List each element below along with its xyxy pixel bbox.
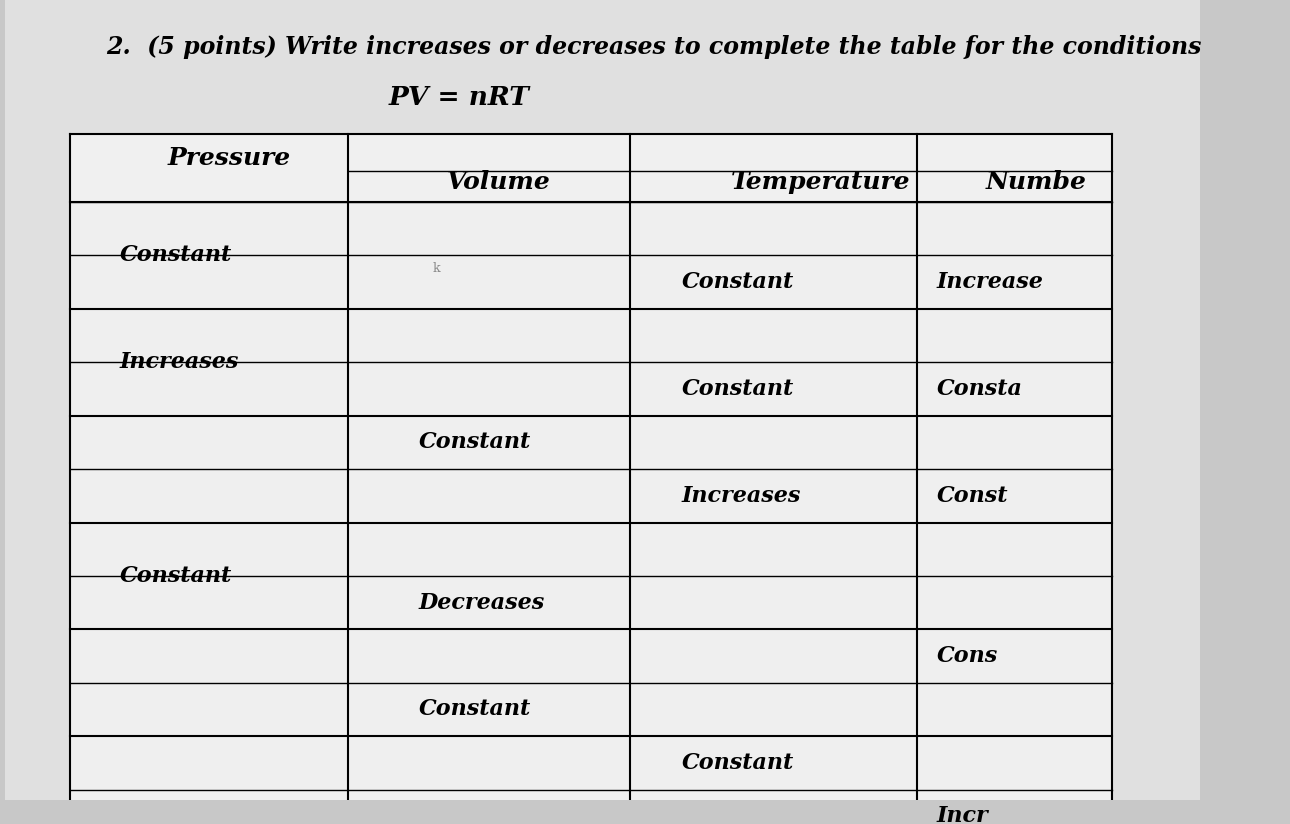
Bar <box>70 363 348 415</box>
Bar <box>348 522 630 576</box>
Bar <box>70 683 348 736</box>
Bar <box>630 630 917 683</box>
Text: Const: Const <box>937 485 1007 507</box>
Bar <box>70 630 348 683</box>
Text: Consta: Consta <box>937 378 1023 400</box>
Bar <box>70 255 348 309</box>
Text: Volume: Volume <box>446 170 551 194</box>
Bar <box>70 522 348 576</box>
Bar <box>348 202 630 255</box>
Text: PV = nRT: PV = nRT <box>388 85 529 110</box>
Bar <box>630 683 917 736</box>
Bar <box>917 576 1112 630</box>
Bar <box>630 576 917 630</box>
Bar <box>348 255 630 309</box>
Text: Increase: Increase <box>937 271 1044 293</box>
Text: Increases: Increases <box>120 351 240 373</box>
Text: Temperature: Temperature <box>730 170 911 194</box>
Bar <box>70 202 348 255</box>
Bar <box>917 469 1112 522</box>
Text: 2.  (5 points) Write increases or decreases to complete the table for the condit: 2. (5 points) Write increases or decreas… <box>106 35 1201 59</box>
Bar <box>70 576 348 630</box>
Bar <box>630 363 917 415</box>
Bar <box>348 576 630 630</box>
Bar <box>917 789 1112 824</box>
Bar <box>630 415 917 469</box>
Text: Constant: Constant <box>682 378 795 400</box>
Text: Cons: Cons <box>937 645 998 667</box>
Bar <box>917 202 1112 255</box>
Bar <box>70 469 348 522</box>
Text: Pressure: Pressure <box>168 146 290 170</box>
Bar <box>917 309 1112 363</box>
Bar <box>348 469 630 522</box>
Bar <box>917 683 1112 736</box>
Bar <box>348 736 630 789</box>
Text: Numbe: Numbe <box>986 170 1086 194</box>
Bar <box>348 309 630 363</box>
Bar <box>630 309 917 363</box>
Text: Constant: Constant <box>682 752 795 774</box>
Bar <box>70 415 348 469</box>
Bar <box>348 789 630 824</box>
Bar <box>70 736 348 789</box>
Bar <box>630 469 917 522</box>
Text: Constant: Constant <box>682 271 795 293</box>
Bar <box>70 134 1112 824</box>
Bar <box>917 255 1112 309</box>
Text: Constant: Constant <box>418 432 530 453</box>
Bar <box>917 415 1112 469</box>
Text: Increases: Increases <box>682 485 801 507</box>
Bar <box>70 789 348 824</box>
Bar <box>630 789 917 824</box>
Bar <box>630 202 917 255</box>
Text: Constant: Constant <box>120 565 232 587</box>
Text: k: k <box>432 262 440 275</box>
Bar <box>348 415 630 469</box>
Bar <box>630 736 917 789</box>
Bar <box>70 309 348 363</box>
Text: Constant: Constant <box>418 699 530 720</box>
Bar <box>630 255 917 309</box>
Bar <box>917 363 1112 415</box>
Text: Decreases: Decreases <box>418 592 544 614</box>
Bar <box>630 522 917 576</box>
Bar <box>917 522 1112 576</box>
Bar <box>348 630 630 683</box>
Bar <box>348 363 630 415</box>
Bar <box>917 736 1112 789</box>
Text: Constant: Constant <box>120 245 232 266</box>
Text: Incr: Incr <box>937 805 988 824</box>
Bar <box>348 683 630 736</box>
Bar <box>917 630 1112 683</box>
